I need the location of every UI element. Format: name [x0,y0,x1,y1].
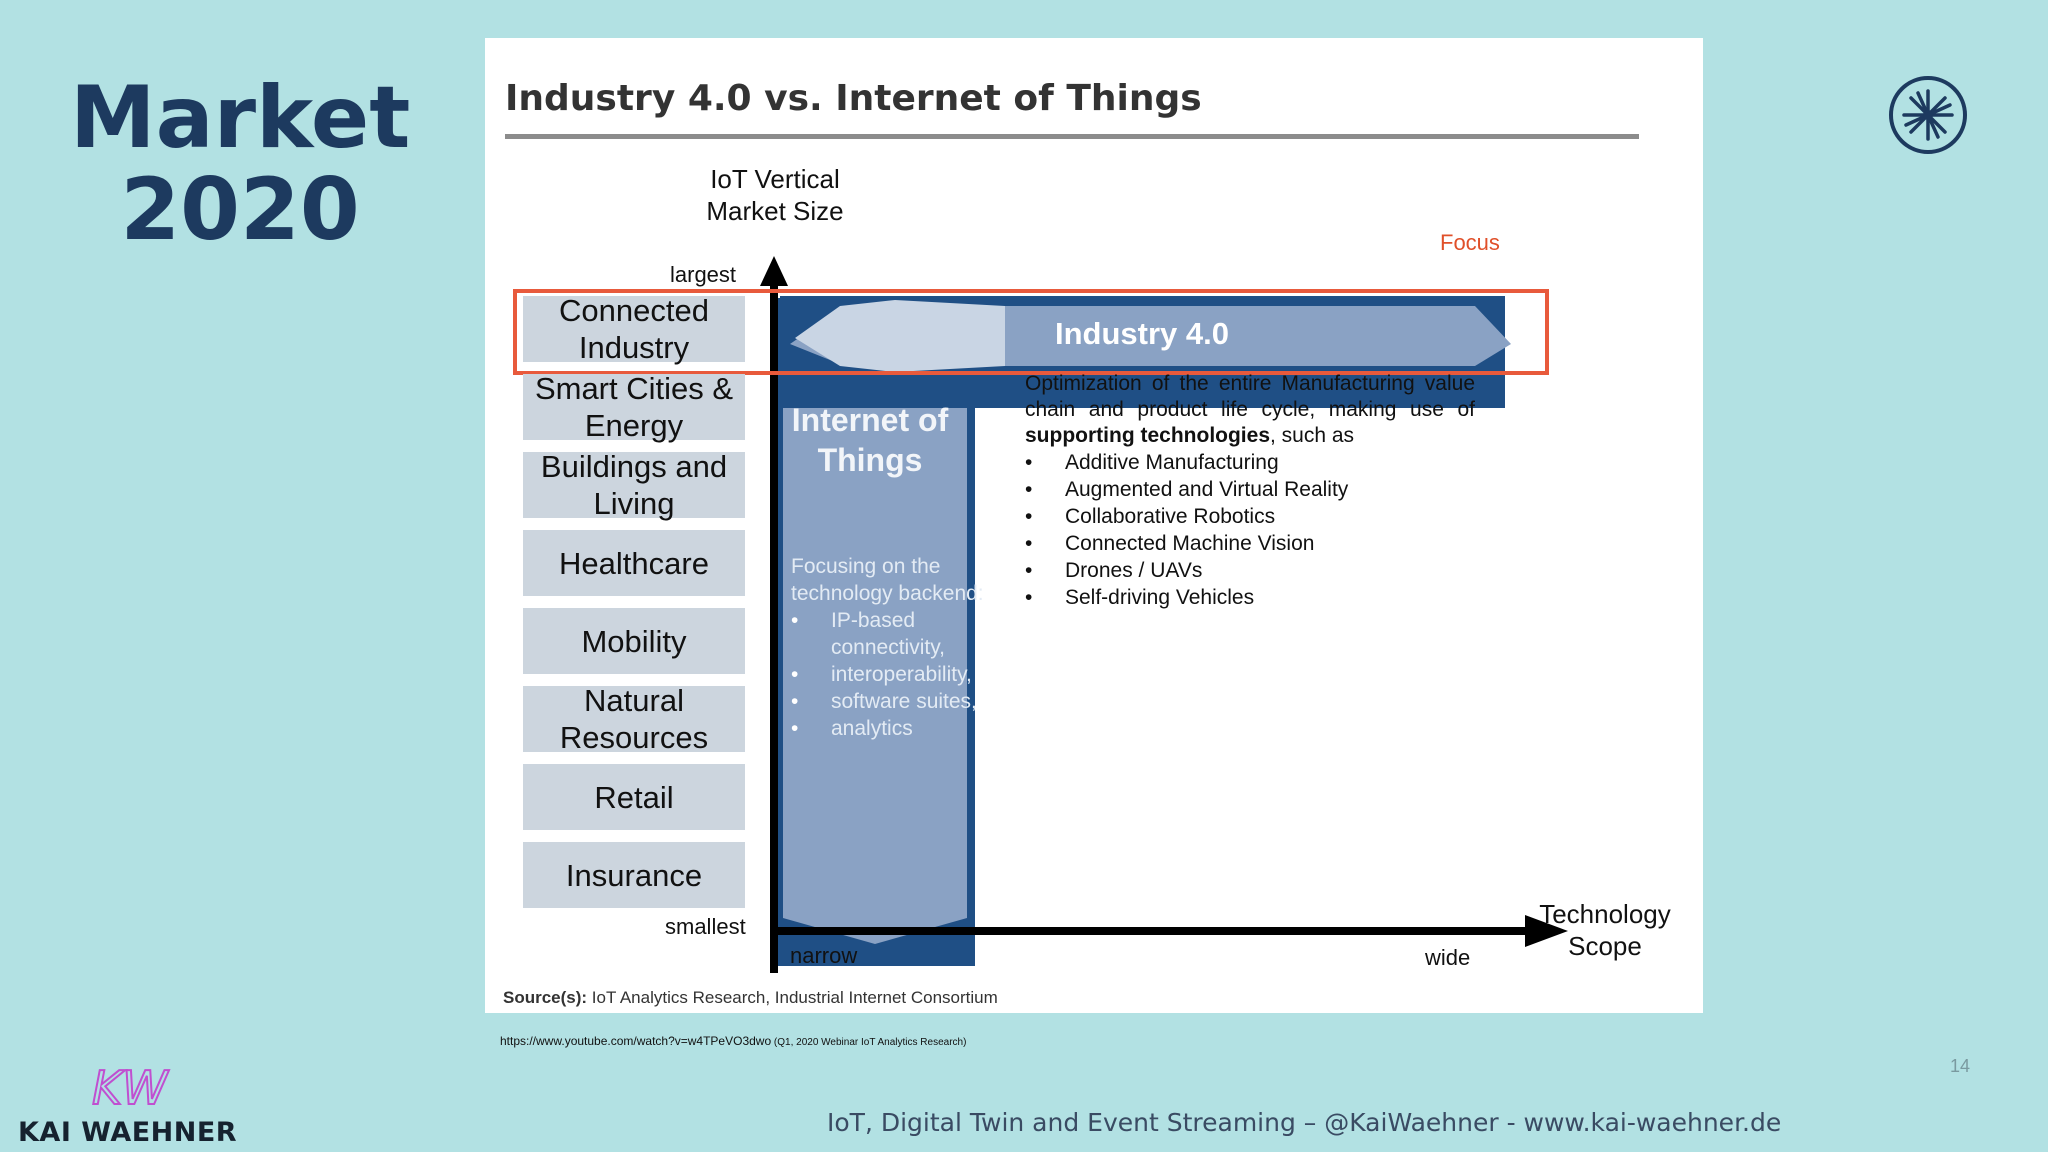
source-text: IoT Analytics Research, Industrial Inter… [587,988,998,1007]
industry40-title: Industry 4.0 [1055,316,1229,351]
tech-list-item: Collaborative Robotics [1025,503,1475,530]
sector-mobility: Mobility [523,608,745,674]
y-axis-arrowhead [760,256,788,286]
iot-title-line1: Internet of [791,402,949,438]
sector-label-line1: Buildings and [540,449,728,484]
page-number: 14 [1950,1056,1971,1076]
diagram-title: Industry 4.0 vs. Internet of Things [505,78,1202,119]
source-label: Source(s): [503,988,588,1007]
slide-title-line1: Market [70,68,411,168]
sector-label-line2: Living [593,486,675,521]
y-axis-title-line2: Market Size [706,196,844,226]
asterisk-circle-icon [1889,76,1967,154]
x-axis-title: Technology Scope [1530,898,1680,962]
y-axis-title: IoT Vertical Market Size [685,163,865,227]
x-axis-title-line2: Scope [1568,931,1642,961]
industry40-desc-bold: supporting technologies [1025,424,1270,447]
industry40-desc-text: Optimization of the entire Manufacturing… [1025,372,1475,421]
sector-label-line1: Healthcare [559,545,709,581]
industry40-description: Optimization of the entire Manufacturing… [1025,371,1475,611]
sector-label-line1: Smart Cities & [534,371,734,406]
sector-label-line2: Energy [584,408,684,443]
source-line: Source(s): IoT Analytics Research, Indus… [503,988,998,1008]
y-axis-title-line1: IoT Vertical [710,164,840,194]
sector-label-line2: Resources [559,720,709,755]
reference-url-link[interactable]: https://www.youtube.com/watch?v=w4TPeVO3… [500,1034,772,1048]
x-axis-title-line1: Technology [1539,899,1671,929]
iot-list-item: software suites, [791,688,1001,715]
x-axis-wide-label: wide [1425,945,1471,970]
diagram-card: Industry 4.0 vs. Internet of Things IoT … [485,38,1703,1013]
tech-list-item: Augmented and Virtual Reality [1025,476,1475,503]
y-axis-smallest-label: smallest [665,914,746,939]
iot-title: Internet of Things [775,400,965,480]
sector-connected-industry: Connected Industry [523,293,745,365]
x-axis-arrowhead [1525,915,1568,947]
sector-retail: Retail [523,764,745,830]
tech-list-item: Additive Manufacturing [1025,449,1475,476]
slide-title: Market 2020 [70,72,410,256]
iot-description: Focusing on the technology backend: IP-b… [791,553,1001,742]
sector-label-line1: Insurance [565,857,703,893]
sector-healthcare: Healthcare [523,530,745,596]
sector-label-line1: Natural [584,683,684,718]
tech-list-item: Drones / UAVs [1025,557,1475,584]
sector-label-line2: Industry [578,330,690,365]
sector-natural-resources: Natural Resources [523,683,745,755]
focus-box [513,289,1549,375]
tech-list-item: Connected Machine Vision [1025,530,1475,557]
reference-note: (Q1, 2020 Webinar IoT Analytics Research… [771,1037,967,1048]
reference-line: https://www.youtube.com/watch?v=w4TPeVO3… [500,1034,966,1048]
sector-label-line1: Retail [594,779,674,815]
iot-title-line2: Things [817,442,923,478]
footer-text: IoT, Digital Twin and Event Streaming – … [827,1108,1782,1137]
focus-label: Focus [1440,230,1500,255]
iot-intro: Focusing on the technology backend: [791,555,984,605]
iot-list: IP-based connectivity, interoperability,… [791,607,1001,742]
sector-insurance: Insurance [523,842,745,908]
sector-smart-cities-energy: Smart Cities & Energy [523,371,745,443]
title-rule [505,134,1639,139]
industry40-tech-list: Additive Manufacturing Augmented and Vir… [1025,449,1475,611]
iot-list-item: IP-based connectivity, [791,607,1001,661]
y-axis-largest-label: largest [670,262,737,287]
slide-title-line2: 2020 [120,160,360,260]
kw-logo-mark: KW [92,1061,169,1112]
kw-logo-icon: KW [91,1060,170,1112]
brand-name: KAI WAEHNER [18,1117,238,1148]
tech-list-item: Self-driving Vehicles [1025,584,1475,611]
iot-list-item: analytics [791,715,1001,742]
x-axis-narrow-label: narrow [790,943,858,968]
overlap-hexagon [795,300,1005,372]
sector-label-line1: Mobility [581,623,687,659]
industry40-desc-end: , such as [1270,424,1355,447]
sector-buildings-living: Buildings and Living [523,449,745,521]
sector-label-line1: Connected [559,293,709,328]
iot-list-item: interoperability, [791,661,1001,688]
